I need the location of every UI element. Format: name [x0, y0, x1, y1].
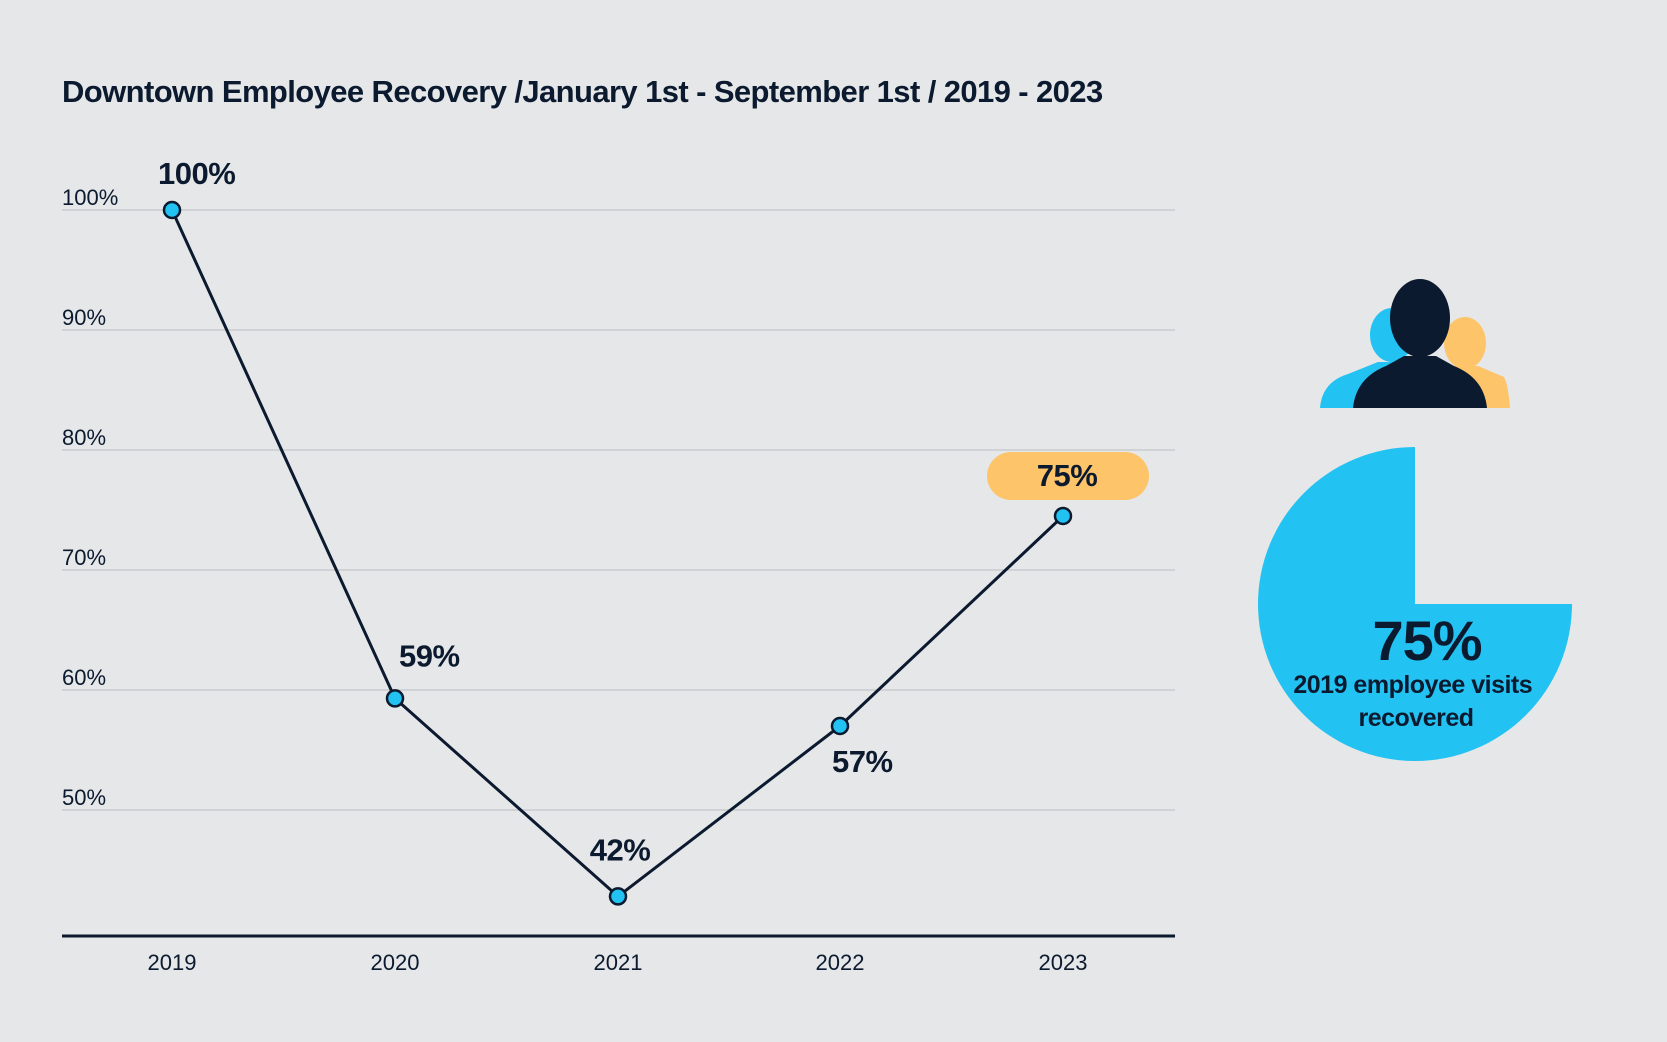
series-line — [170, 209, 1065, 898]
y-tick-label-60: 60% — [62, 665, 106, 690]
data-point-2019 — [162, 200, 182, 220]
data-point-2023 — [1053, 506, 1073, 526]
y-axis-ticks: 100% 90% 80% 70% 60% 50% — [62, 185, 118, 810]
x-tick-label-2021: 2021 — [594, 950, 643, 975]
y-tick-label-90: 90% — [62, 305, 106, 330]
data-point-2020 — [385, 689, 405, 708]
pie-value: 75% — [1372, 609, 1481, 672]
people-group-icon — [1320, 279, 1510, 408]
data-point-2022 — [830, 716, 850, 736]
highlight-badge — [987, 452, 1149, 500]
pie-caption-line-1: 2019 employee visits — [1293, 671, 1532, 699]
x-tick-label-2020: 2020 — [371, 950, 420, 975]
pie-slice-recovered — [1258, 447, 1572, 761]
person-center-icon — [1353, 279, 1487, 408]
y-tick-label-70: 70% — [62, 545, 106, 570]
pie-caption-line-2: recovered — [1358, 704, 1473, 732]
grid-lines — [62, 209, 1175, 811]
y-tick-label-80: 80% — [62, 425, 106, 450]
data-point-2021 — [608, 887, 628, 906]
chart-title: Downtown Employee Recovery /January 1st … — [62, 74, 1103, 109]
y-tick-label-100: 100% — [62, 185, 118, 210]
x-tick-label-2023: 2023 — [1039, 950, 1088, 975]
pie-caption: 2019 employee visits recovered — [1293, 671, 1538, 732]
x-tick-label-2022: 2022 — [816, 950, 865, 975]
y-tick-label-50: 50% — [62, 785, 106, 810]
data-label-2023: 75% — [1037, 458, 1098, 493]
data-label-2022: 57% — [832, 744, 893, 779]
data-label-2021: 42% — [590, 832, 651, 867]
data-label-2020: 59% — [399, 638, 460, 673]
data-labels: 100% 59% 42% 57% 75% — [158, 156, 1149, 867]
x-axis-ticks: 2019 2020 2021 2022 2023 — [148, 950, 1088, 975]
data-label-2019: 100% — [158, 156, 235, 191]
data-points — [162, 200, 1073, 906]
x-tick-label-2019: 2019 — [148, 950, 197, 975]
